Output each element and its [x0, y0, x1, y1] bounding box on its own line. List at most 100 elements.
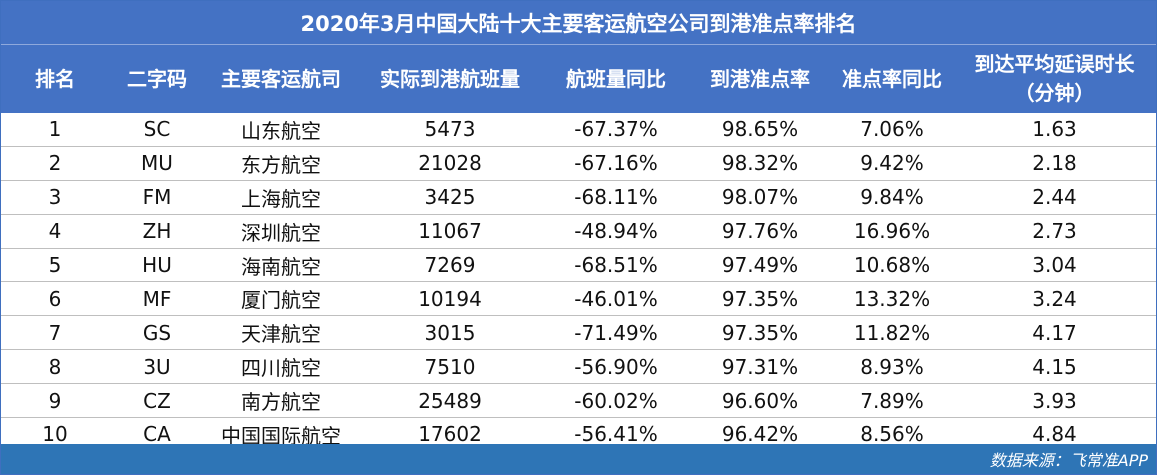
- cell-ontime-yoy: 16.96%: [853, 219, 931, 244]
- cell-rank: 5: [48, 253, 62, 277]
- table-row: 8 3U 四川航空 7510 -56.90% 97.31% 8.93% 4.15: [1, 350, 1156, 385]
- table-row: 5 HU 海南航空 7269 -68.51% 97.49% 10.68% 3.0…: [1, 249, 1156, 283]
- cell-ontime: 97.76%: [721, 219, 799, 244]
- cell-flights: 3015: [424, 320, 476, 345]
- cell-ontime: 98.07%: [721, 185, 799, 210]
- cell-rank: 9: [48, 388, 62, 413]
- cell-delay: 3.93: [1032, 388, 1077, 413]
- header-delay: 到达平均延误时长 （分钟）: [953, 45, 1156, 113]
- cell-airline: 山东航空: [241, 118, 321, 143]
- header-airline: 主要客运航司: [221, 66, 341, 91]
- cell-flights-yoy: -56.90%: [574, 354, 658, 379]
- cell-ontime-yoy: 8.56%: [860, 422, 924, 447]
- cell-ontime-yoy: 9.42%: [860, 151, 924, 176]
- cell-flights: 5473: [424, 117, 476, 142]
- cell-code: ZH: [142, 219, 172, 244]
- cell-ontime-yoy: 7.06%: [860, 117, 924, 142]
- cell-delay: 2.18: [1032, 151, 1077, 176]
- header-ontime: 到港准点率: [710, 66, 810, 91]
- cell-ontime-yoy: 9.84%: [860, 185, 924, 210]
- cell-rank: 8: [48, 354, 62, 379]
- cell-code: SC: [143, 117, 171, 142]
- cell-ontime-yoy: 11.82%: [853, 320, 931, 345]
- header-code: 二字码: [127, 66, 187, 91]
- cell-airline: 深圳航空: [241, 220, 321, 245]
- table-row: 6 MF 厦门航空 10194 -46.01% 97.35% 13.32% 3.…: [1, 282, 1156, 317]
- cell-delay: 3.24: [1032, 286, 1077, 311]
- cell-rank: 4: [48, 219, 62, 244]
- cell-flights-yoy: -56.41%: [574, 422, 658, 447]
- cell-delay: 2.73: [1032, 219, 1077, 244]
- cell-code: MU: [141, 151, 173, 176]
- data-source-footer: 数据来源：飞常准APP: [1, 444, 1156, 474]
- cell-flights-yoy: -60.02%: [574, 388, 658, 413]
- cell-airline: 海南航空: [241, 254, 321, 279]
- cell-ontime-yoy: 10.68%: [853, 253, 931, 277]
- cell-flights: 25489: [418, 388, 482, 413]
- cell-ontime: 97.49%: [721, 253, 799, 277]
- cell-delay: 3.04: [1032, 253, 1077, 277]
- table-row: 10 CA 中国国际航空 17602 -56.41% 96.42% 8.56% …: [1, 418, 1156, 451]
- header-flights-yoy: 航班量同比: [566, 66, 666, 91]
- cell-airline: 东方航空: [241, 152, 321, 177]
- cell-code: CZ: [143, 388, 171, 413]
- cell-rank: 1: [48, 117, 62, 142]
- cell-ontime: 96.60%: [721, 388, 799, 413]
- table-body: 1 SC 山东航空 5473 -67.37% 98.65% 7.06% 1.63…: [1, 113, 1156, 451]
- cell-flights-yoy: -68.51%: [574, 253, 658, 277]
- cell-ontime: 97.35%: [721, 286, 799, 311]
- cell-airline: 四川航空: [241, 356, 321, 381]
- cell-flights-yoy: -67.37%: [574, 117, 658, 142]
- cell-rank: 10: [42, 422, 68, 447]
- cell-code: GS: [142, 320, 172, 345]
- cell-flights-yoy: -67.16%: [574, 151, 658, 176]
- cell-ontime: 98.65%: [721, 117, 799, 142]
- cell-flights: 3425: [424, 185, 476, 210]
- cell-flights-yoy: -68.11%: [574, 185, 658, 210]
- table-row: 9 CZ 南方航空 25489 -60.02% 96.60% 7.89% 3.9…: [1, 384, 1156, 419]
- cell-airline: 中国国际航空: [221, 423, 341, 448]
- cell-rank: 3: [48, 185, 62, 210]
- cell-ontime-yoy: 8.93%: [860, 354, 924, 379]
- cell-delay: 4.84: [1032, 422, 1077, 447]
- header-rank: 排名: [35, 66, 75, 91]
- cell-rank: 7: [48, 320, 62, 345]
- cell-delay: 4.15: [1032, 354, 1077, 379]
- cell-flights: 10194: [418, 286, 482, 311]
- cell-delay: 4.17: [1032, 320, 1077, 345]
- cell-code: HU: [142, 253, 172, 277]
- table-row: 2 MU 东方航空 21028 -67.16% 98.32% 9.42% 2.1…: [1, 147, 1156, 181]
- cell-code: 3U: [143, 354, 171, 379]
- cell-delay: 2.44: [1032, 185, 1077, 210]
- header-ontime-yoy: 准点率同比: [842, 66, 942, 91]
- table-header-row: 排名 二字码 主要客运航司 实际到港航班量 航班量同比 到港准点率 准点率同比 …: [1, 45, 1156, 113]
- cell-airline: 天津航空: [241, 322, 321, 347]
- cell-flights-yoy: -46.01%: [574, 286, 658, 311]
- cell-ontime-yoy: 7.89%: [860, 388, 924, 413]
- table-row: 7 GS 天津航空 3015 -71.49% 97.35% 11.82% 4.1…: [1, 316, 1156, 351]
- cell-rank: 2: [48, 151, 62, 176]
- cell-ontime: 98.32%: [721, 151, 799, 176]
- cell-code: FM: [142, 185, 172, 210]
- cell-code: MF: [142, 286, 172, 311]
- cell-ontime: 96.42%: [721, 422, 799, 447]
- table-row: 3 FM 上海航空 3425 -68.11% 98.07% 9.84% 2.44: [1, 181, 1156, 215]
- header-flights: 实际到港航班量: [380, 66, 520, 91]
- cell-ontime: 97.35%: [721, 320, 799, 345]
- cell-airline: 南方航空: [241, 390, 321, 415]
- cell-flights-yoy: -48.94%: [574, 219, 658, 244]
- table-row: 1 SC 山东航空 5473 -67.37% 98.65% 7.06% 1.63: [1, 113, 1156, 147]
- cell-flights: 11067: [418, 219, 482, 244]
- cell-airline: 厦门航空: [241, 288, 321, 313]
- cell-flights: 21028: [418, 151, 482, 176]
- header-delay-line1: 到达平均延误时长: [974, 52, 1135, 76]
- cell-ontime-yoy: 13.32%: [853, 286, 931, 311]
- cell-flights-yoy: -71.49%: [574, 320, 658, 345]
- cell-flights: 7269: [424, 253, 476, 277]
- cell-code: CA: [143, 422, 171, 447]
- cell-delay: 1.63: [1032, 117, 1077, 142]
- cell-flights: 17602: [418, 422, 482, 447]
- cell-rank: 6: [48, 286, 62, 311]
- header-delay-line2: （分钟）: [1014, 81, 1095, 105]
